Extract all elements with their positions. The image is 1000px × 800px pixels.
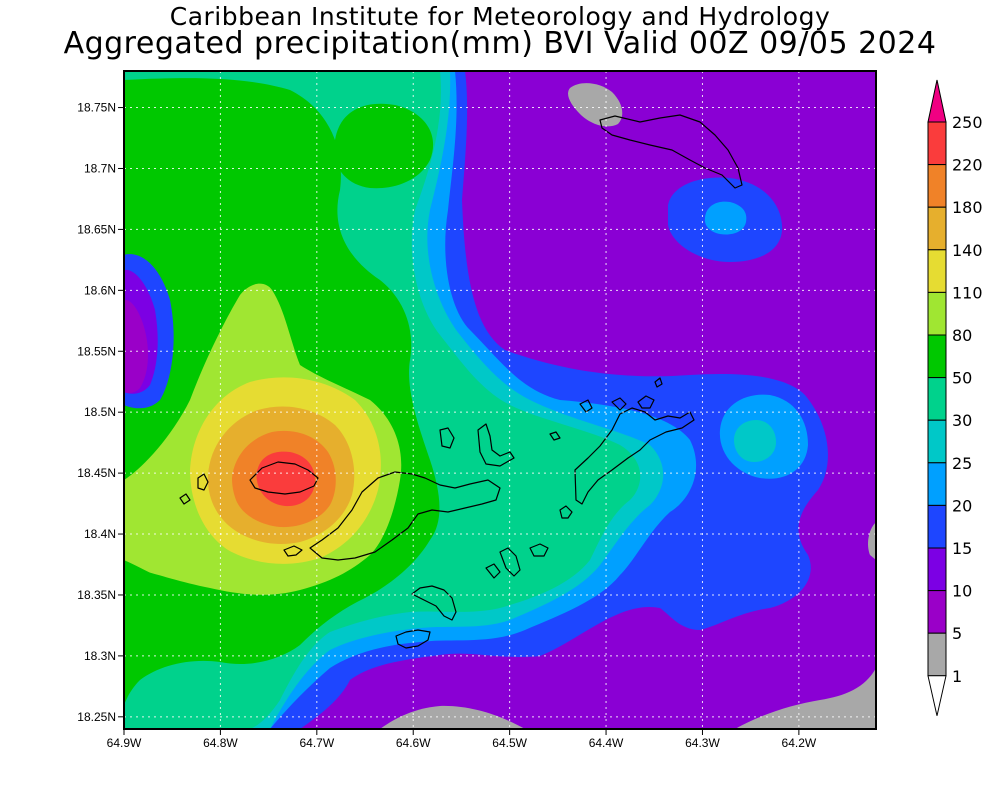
colorbar-label: 30 [952,411,972,430]
latitude-tick-label: 18.3N [84,649,116,663]
colorbar-label: 250 [952,113,983,132]
colorbar-swatch [927,121,947,166]
latitude-tick-label: 18.65N [77,222,116,236]
colorbar-label: 20 [952,496,972,515]
colorbar-label: 220 [952,156,983,175]
colorbar-label: 25 [952,454,972,473]
colorbar-swatch [927,291,947,336]
chart-title-product: Aggregated precipitation(mm) BVI Valid 0… [63,26,937,61]
colorbar-label: 110 [952,283,983,302]
longitude-tick-label: 64.8W [203,736,238,750]
colorbar-swatch [927,249,947,293]
precip-zone-50-80mm-north [334,103,434,189]
colorbar-label: 1 [952,667,962,686]
latitude-tick-label: 18.7N [84,161,116,175]
colorbar-swatch [927,377,947,421]
colorbar-swatch [927,206,947,251]
precip-zone-below-1mm-southeast [735,668,876,729]
latitude-tick-label: 18.75N [77,101,116,115]
colorbar-swatch [927,334,947,379]
longitude-tick-label: 64.7W [299,736,334,750]
latitude-tick-label: 18.4N [84,527,116,541]
longitude-tick-label: 64.5W [492,736,527,750]
longitude-tick-label: 64.2W [782,736,817,750]
colorbar-bottom-arrow [927,675,947,716]
island-salt [485,563,501,579]
precip-zone-50-80mm-southwest [124,560,270,692]
latitude-tick-label: 18.45N [77,466,116,480]
longitude-tick-label: 64.4W [589,736,624,750]
island-outlines [179,114,743,649]
longitude-tick-label: 64.9W [107,736,142,750]
chart-title-institute: Caribbean Institute for Meteorology and … [169,2,831,31]
colorbar-label: 50 [952,369,972,388]
precip-zone-25-30mm-east [734,420,776,462]
precip-zone-below-1mm-east [868,522,876,560]
colorbar-label: 140 [952,241,983,260]
island-virgin-gorda [574,407,695,505]
colorbar-label: 180 [952,198,983,217]
colorbar-swatch [927,504,947,549]
longitude-tick-label: 64.3W [685,736,720,750]
latitude-tick-label: 18.25N [77,710,116,724]
island-tortola [309,471,501,561]
precipitation-colorbar: 250 220 180 140 110 80 50 30 25 20 15 10 5 1 [927,79,983,716]
island-great-thatch [179,493,191,505]
latitude-tick-label: 18.6N [84,283,116,297]
island-fallen-jerusalem [559,505,573,519]
precip-zone-below-1mm-north [568,83,623,127]
colorbar-swatch [927,632,947,677]
colorbar-top-arrow [927,79,947,123]
island-eustatia [549,431,561,441]
colorbar-swatch [927,462,947,506]
colorbar-swatch [927,590,947,634]
precip-zone-5-10mm-west [124,299,148,394]
colorbar-label: 80 [952,326,972,345]
latitude-tick-label: 18.35N [77,588,116,602]
colorbar-label: 10 [952,582,972,601]
island-beef-norman [411,585,457,621]
colorbar-swatch [927,547,947,592]
island-ginger [529,543,549,557]
island-little-thatch [283,545,303,557]
island-prickly-pear [611,397,627,411]
precip-zone-20-25mm-northeast [704,201,747,235]
colorbar-swatch [927,164,947,208]
island-jost-van-dyke [249,461,319,495]
island-cooper [499,547,521,577]
map-frame [123,70,877,730]
island-norman-small [197,473,209,491]
island-peter [395,629,431,649]
precip-zone-below-1mm-southwest [380,705,525,729]
latitude-tick-label: 18.55N [77,344,116,358]
island-mosquito [637,395,655,409]
colorbar-swatch [927,419,947,464]
island-camanoe [579,399,593,413]
island-scrub [439,427,455,449]
longitude-tick-label: 64.6W [396,736,431,750]
colorbar-label: 5 [952,624,962,643]
longitude-axis: 64.9W 64.8W 64.7W 64.6W 64.5W 64.4W 64.3W 64.2W [107,729,817,750]
precipitation-field [124,71,876,729]
island-guana [477,423,515,467]
map-gridlines [124,71,876,729]
island-anegada [599,114,743,189]
latitude-tick-label: 18.5N [84,405,116,419]
latitude-axis: 18.25N 18.3N 18.35N 18.4N 18.45N 18.5N 18.55N 1… [77,101,124,724]
colorbar-label: 15 [952,539,972,558]
island-necker [654,377,663,388]
